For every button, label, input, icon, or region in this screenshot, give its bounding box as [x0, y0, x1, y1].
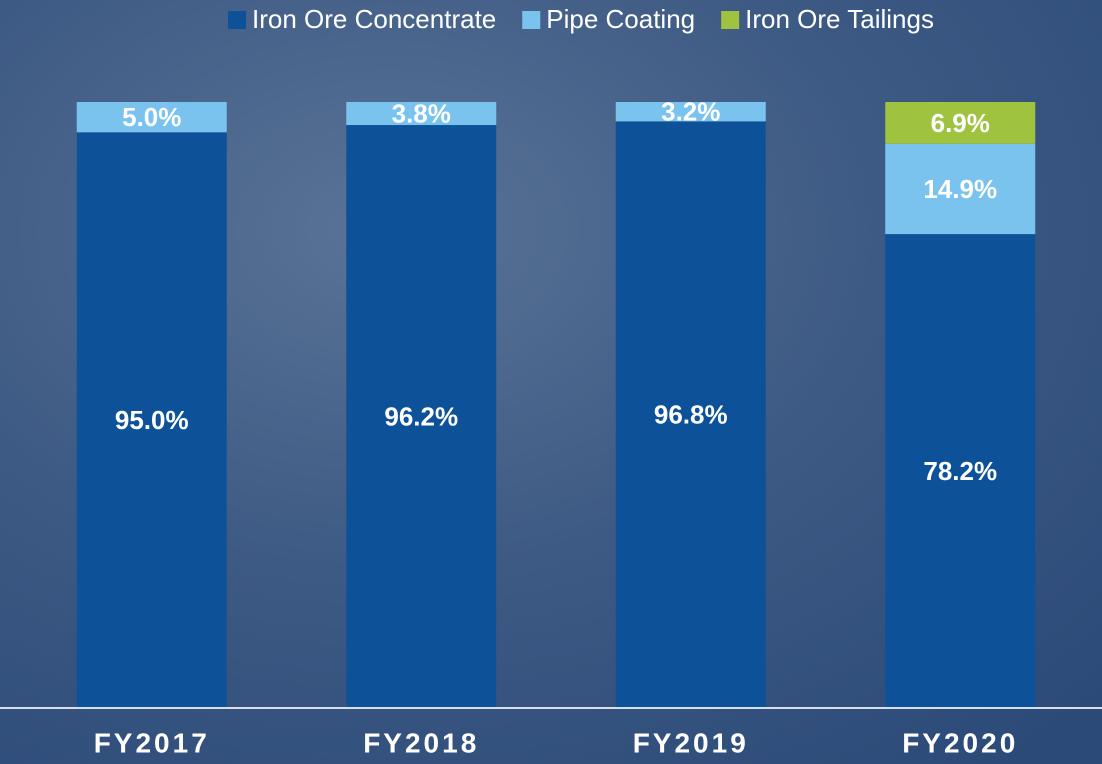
- value-label: 3.8%: [392, 98, 451, 128]
- bar-segment: [346, 102, 497, 126]
- value-label: 6.9%: [931, 108, 990, 138]
- value-label: 78.2%: [923, 456, 997, 486]
- bar-segment: [885, 234, 1036, 708]
- bar-segment: [346, 125, 497, 708]
- legend-text: Pipe Coating: [546, 4, 695, 34]
- value-label: 5.0%: [122, 102, 181, 132]
- legend-swatch: [522, 11, 541, 29]
- legend-swatch: [721, 11, 740, 29]
- x-tick-label: FY2017: [94, 727, 210, 758]
- x-tick-label: FY2018: [363, 727, 479, 758]
- bar-segment: [885, 143, 1036, 235]
- x-tick-label: FY2020: [902, 727, 1018, 758]
- value-label: 14.9%: [923, 174, 997, 204]
- value-label: 3.2%: [661, 97, 720, 127]
- value-label: 96.8%: [654, 400, 728, 430]
- legend-text: Iron Ore Concentrate: [252, 4, 496, 34]
- value-label: 95.0%: [115, 405, 189, 435]
- bar-segment: [615, 121, 766, 709]
- legend-text: Iron Ore Tailings: [745, 4, 934, 34]
- x-tick-label: FY2019: [633, 727, 749, 758]
- bar-segment: [615, 102, 766, 122]
- legend-swatch: [228, 11, 247, 29]
- value-label: 96.2%: [384, 401, 458, 431]
- bar-segment: [885, 102, 1036, 144]
- bar-segment: [76, 132, 227, 709]
- bar-segment: [76, 102, 227, 133]
